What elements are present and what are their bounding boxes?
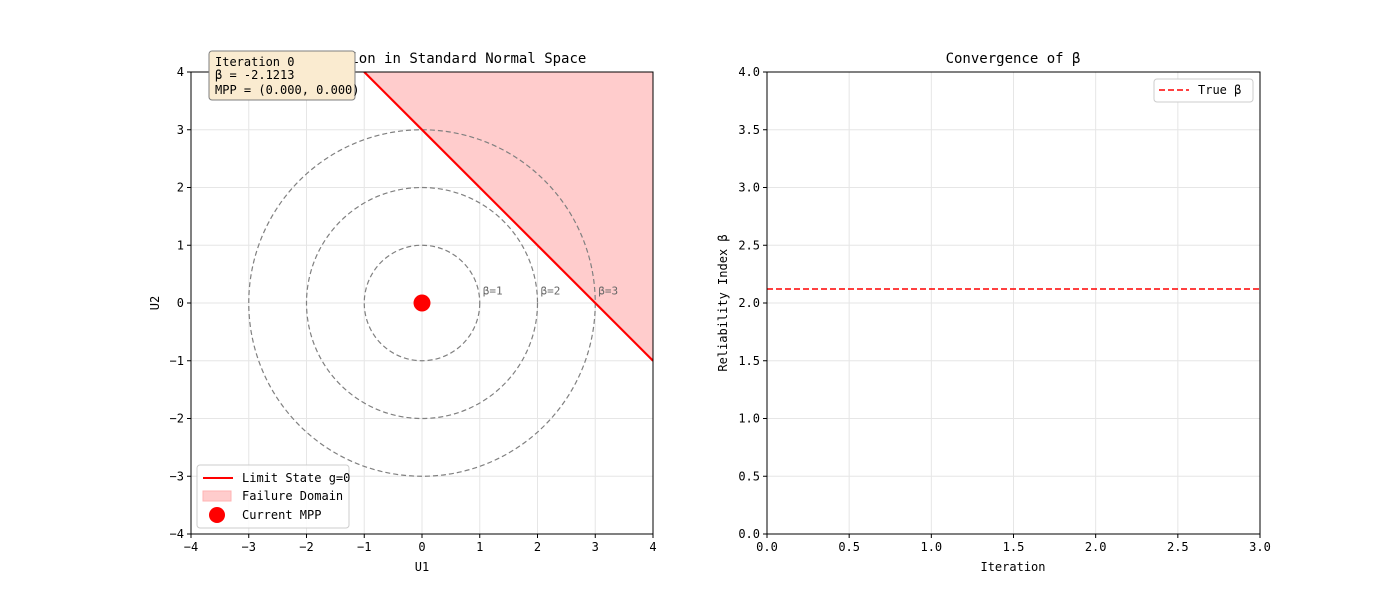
info-mpp: MPP = (0.000, 0.000): [215, 83, 360, 97]
left-x-tick-label: −3: [242, 540, 256, 554]
info-box-frame: [208, 50, 356, 101]
right-x-tick-label: 0.5: [838, 540, 860, 554]
info-beta: β = -2.1213: [215, 68, 294, 82]
left-y-tick-label: 3: [177, 123, 184, 137]
right-y-axis-label: Reliability Index β: [716, 234, 730, 371]
left-legend: Limit State g=0 Failure Domain Current M…: [196, 464, 350, 529]
left-y-tick-label: 0: [177, 296, 184, 310]
current-mpp-marker: [413, 294, 431, 312]
left-x-tick-label: −1: [357, 540, 371, 554]
right-legend-frame: [1153, 78, 1254, 103]
right-x-ticks: 0.0 0.5 1.0 1.5 2.0 2.5 3.0: [756, 534, 1271, 554]
beta-circle-1: [363, 244, 481, 362]
legend-mpp-swatch: [209, 507, 225, 523]
left-x-tick-label: 2: [534, 540, 541, 554]
right-y-tick-label: 2.0: [738, 296, 760, 310]
legend-failure-domain-label: Failure Domain: [242, 489, 343, 503]
left-x-ticks: −4 −3 −2 −1 0 1 2 3 4: [184, 534, 657, 554]
right-y-tick-label: 1.0: [738, 412, 760, 426]
left-x-tick-label: 3: [592, 540, 599, 554]
left-x-tick-label: 1: [476, 540, 483, 554]
right-legend: True β: [1153, 78, 1254, 103]
iteration-info-box: Iteration 0 β = -2.1213 MPP = (0.000, 0.…: [208, 50, 360, 101]
right-y-tick-label: 0.5: [738, 469, 760, 483]
beta-convergence-plot: 0.0 0.5 1.0 1.5 2.0 2.5 3.0 0.0 0.5 1.0 1.5 2.0 2.5…: [716, 51, 1271, 574]
left-x-tick-label: −2: [299, 540, 313, 554]
right-x-tick-label: 2.0: [1085, 540, 1107, 554]
left-y-tick-label: 1: [177, 238, 184, 252]
right-x-tick-label: 1.0: [920, 540, 942, 554]
left-legend-frame: [196, 464, 350, 529]
limit-state-line: [363, 71, 654, 362]
info-iteration: Iteration 0: [215, 55, 294, 69]
right-x-axis-label: Iteration: [980, 560, 1045, 574]
right-y-tick-label: 3.0: [738, 181, 760, 195]
right-y-tick-label: 1.5: [738, 354, 760, 368]
left-x-axis-label: U1: [415, 560, 429, 574]
left-y-tick-label: −4: [170, 527, 184, 541]
left-y-tick-label: −1: [170, 354, 184, 368]
left-y-tick-label: 2: [177, 181, 184, 195]
right-y-tick-label: 4.0: [738, 65, 760, 79]
left-y-ticks: −4 −3 −2 −1 0 1 2 3 4: [170, 65, 191, 541]
legend-true-beta-label: True β: [1198, 83, 1241, 97]
left-y-axis-label: U2: [148, 296, 162, 310]
beta-circle-label: β=1: [483, 284, 503, 297]
right-y-ticks: 0.0 0.5 1.0 1.5 2.0 2.5 3.0 3.5 4.0: [738, 65, 767, 541]
right-y-tick-label: 0.0: [738, 527, 760, 541]
beta-circle-label: β=2: [541, 284, 561, 297]
right-x-tick-label: 2.5: [1167, 540, 1189, 554]
legend-failure-domain-swatch: [202, 490, 232, 502]
left-x-tick-label: 0: [418, 540, 425, 554]
left-y-tick-label: −3: [170, 469, 184, 483]
right-y-tick-label: 2.5: [738, 238, 760, 252]
left-x-tick-label: 4: [649, 540, 656, 554]
right-y-tick-label: 3.5: [738, 123, 760, 137]
beta-circle-2: [305, 186, 539, 420]
left-x-tick-label: −4: [184, 540, 198, 554]
beta-circle-label: β=3: [598, 284, 618, 297]
left-y-tick-label: −2: [170, 412, 184, 426]
left-y-tick-label: 4: [177, 65, 184, 79]
right-x-tick-label: 1.5: [1003, 540, 1025, 554]
right-x-tick-label: 0.0: [756, 540, 778, 554]
right-x-tick-label: 3.0: [1249, 540, 1271, 554]
right-chart-title: Convergence of β: [946, 51, 1081, 67]
legend-limit-state-label: Limit State g=0: [242, 471, 350, 485]
legend-mpp-label: Current MPP: [242, 508, 321, 522]
